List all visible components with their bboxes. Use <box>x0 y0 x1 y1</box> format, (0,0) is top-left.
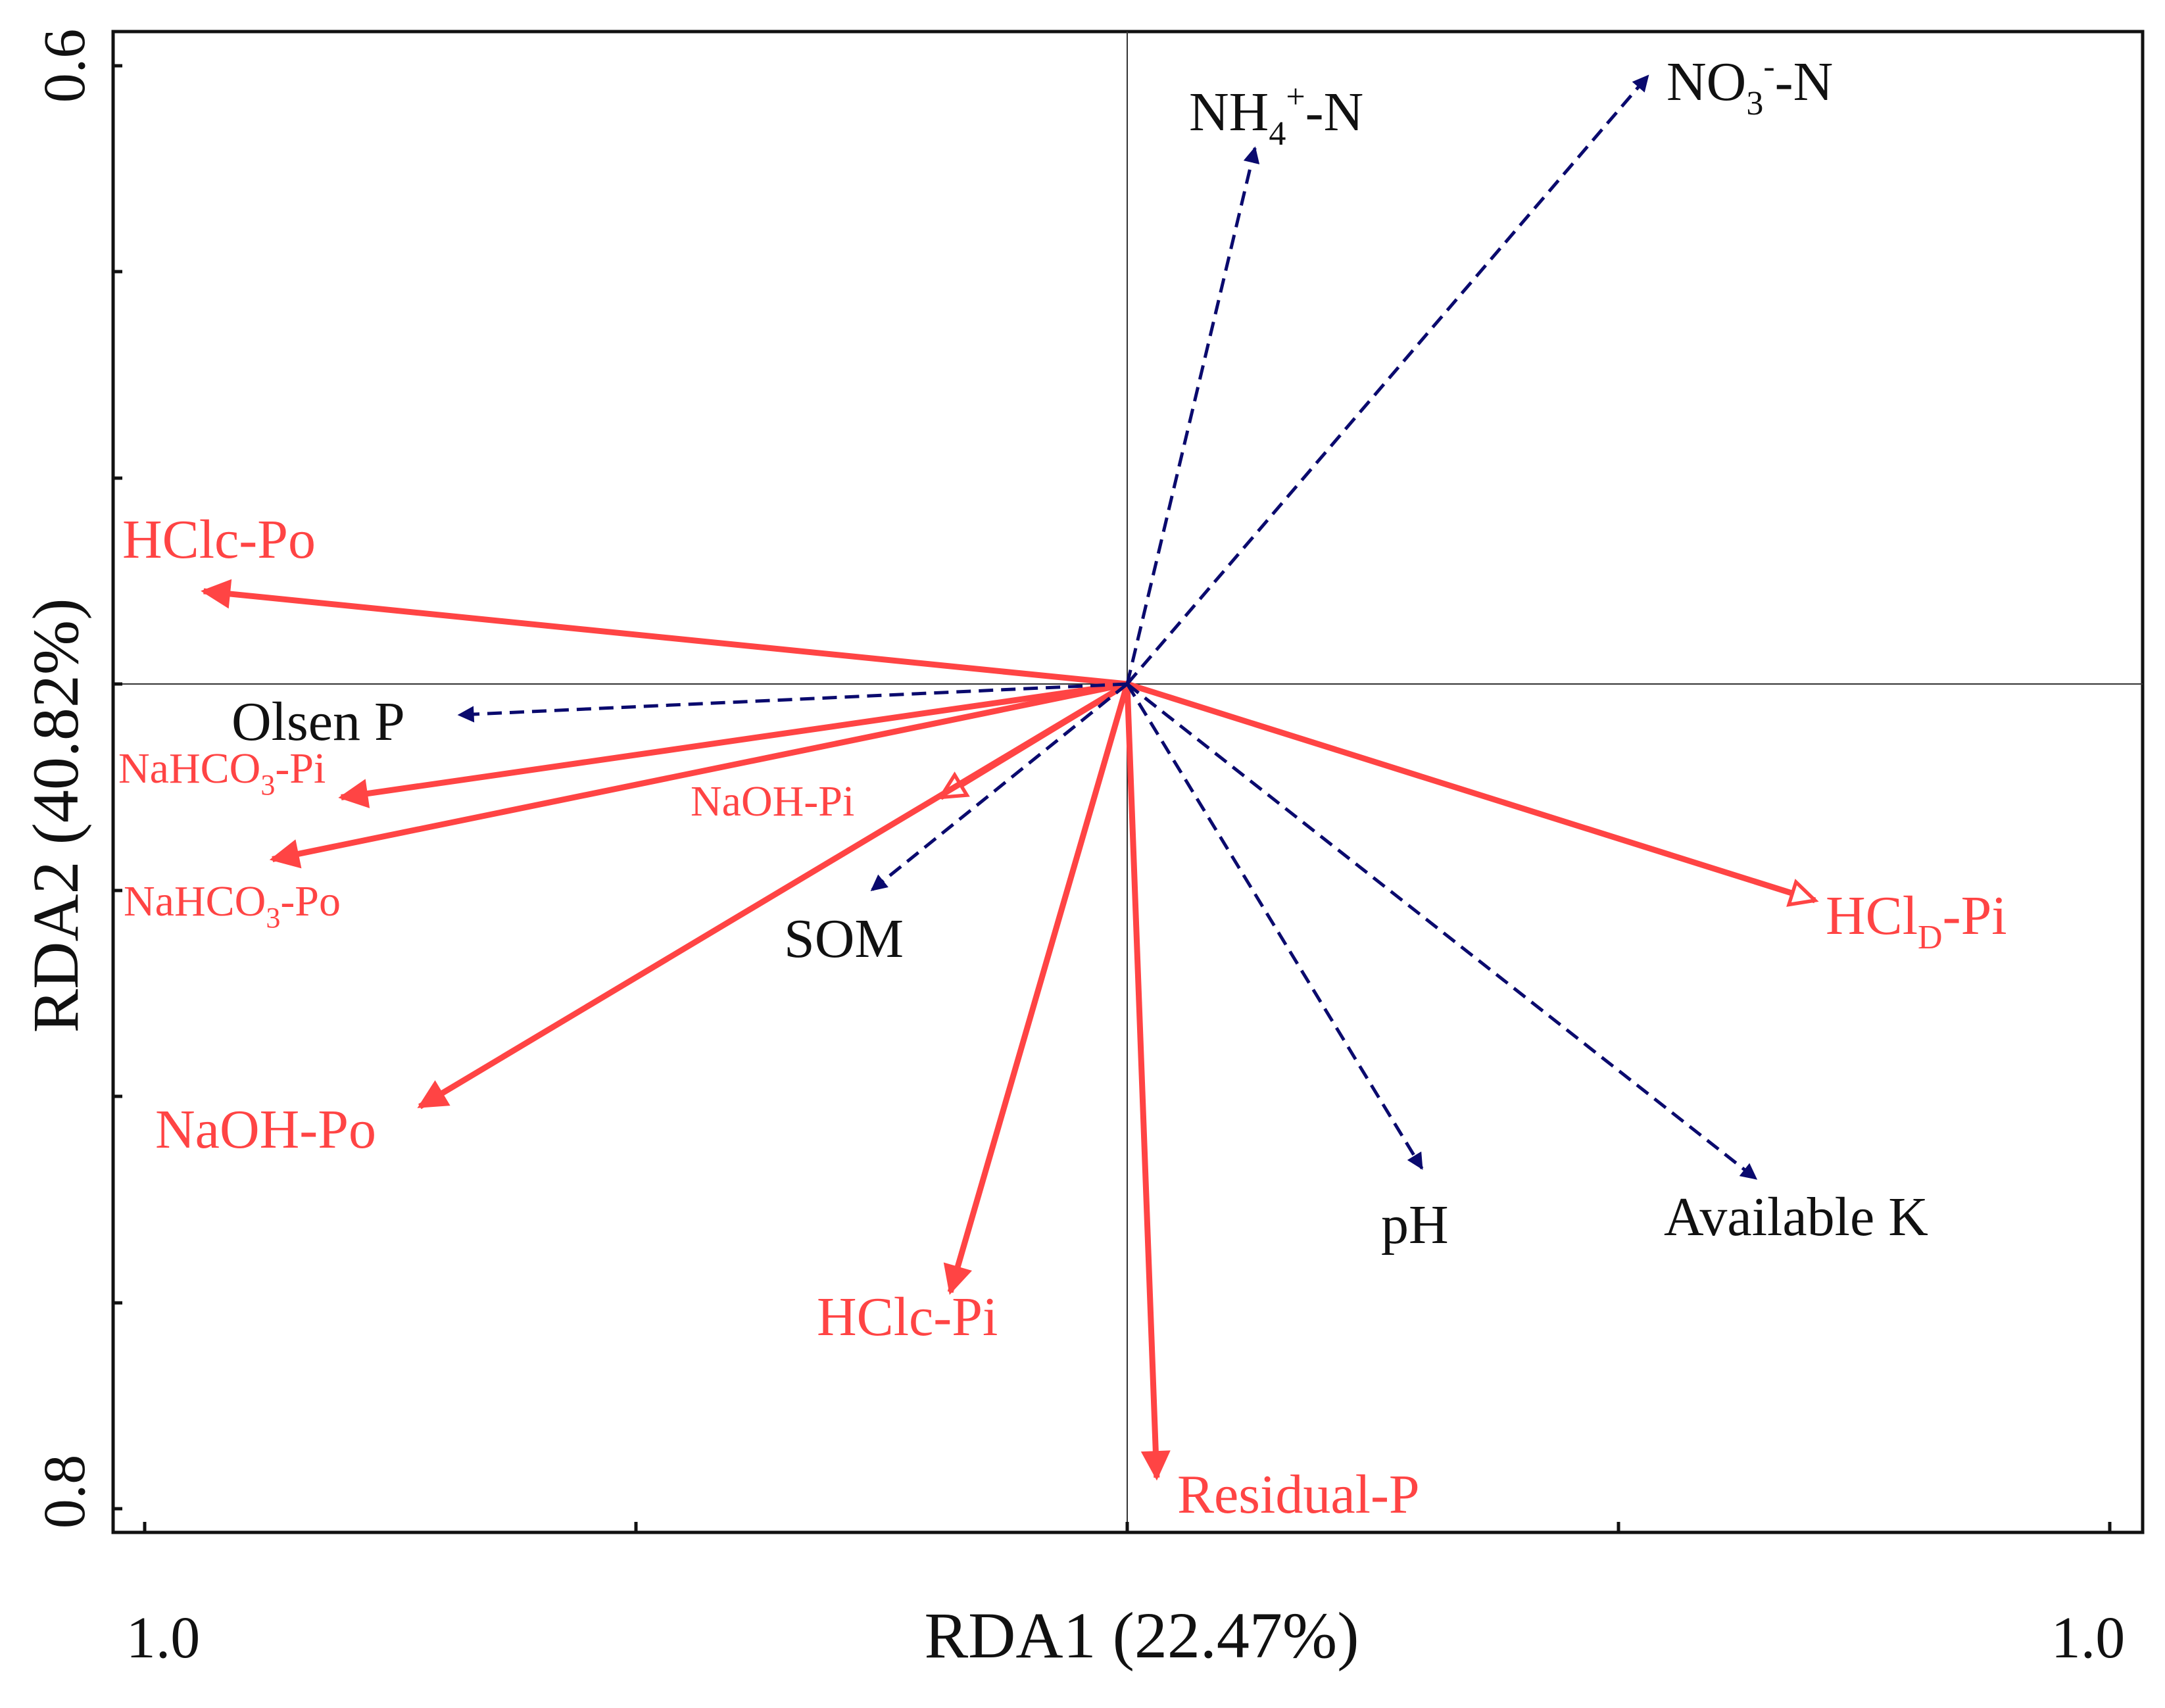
label-nh4-main: NH <box>1189 82 1269 143</box>
explanatory-vectors <box>457 74 1758 1181</box>
label-naoh-pi: NaOH-Pi <box>691 777 854 825</box>
label-hcld-pi-sub: D <box>1918 919 1943 956</box>
vector-hcld <box>1126 681 1819 907</box>
label-no3-sup: - <box>1763 48 1774 85</box>
vector-nahco3-pi <box>338 681 1128 808</box>
label-residual-p: Residual-P <box>1177 1464 1420 1525</box>
vector-residual-p <box>1124 683 1171 1481</box>
vector-ph <box>1125 683 1424 1170</box>
label-nh4-n: NH4+-N <box>1189 78 1363 153</box>
response-labels: HClc-Po NaHCO3-Pi NaHCO3-Po NaOH-Pi NaOH… <box>118 509 2007 1525</box>
response-vectors <box>201 579 1819 1481</box>
explanatory-labels: NH4+-N NO3--N Olsen P SOM pH Available K <box>231 48 1928 1256</box>
label-no3-main: NO <box>1666 51 1746 112</box>
label-nahco3-po-main: NaHCO <box>124 877 266 925</box>
x-axis-ticks <box>143 1522 2112 1532</box>
label-hclc-pi: HClc-Pi <box>817 1286 998 1348</box>
vector-available-k <box>1126 683 1758 1181</box>
label-nahco3-pi-tail: -Pi <box>275 744 326 793</box>
y-tick-label-bottom: 0.8 <box>32 1455 97 1529</box>
label-olsen-p: Olsen P <box>231 691 405 752</box>
label-nahco3-pi: NaHCO3-Pi <box>118 744 326 801</box>
x-tick-label-left: 1.0 <box>126 1605 201 1671</box>
x-tick-label-right: 1.0 <box>2051 1605 2126 1671</box>
label-hcld-pi: HClD-Pi <box>1826 885 2007 956</box>
vector-no3-n <box>1126 74 1649 685</box>
label-no3-tail: -N <box>1775 51 1834 112</box>
y-axis-title: RDA2 (40.82%) <box>19 598 92 1033</box>
label-hcld-pi-main: HCl <box>1826 885 1918 946</box>
x-axis-title: RDA1 (22.47%) <box>924 1599 1359 1672</box>
vector-hclc-po <box>201 579 1128 687</box>
label-nahco3-po-sub: 3 <box>266 902 280 934</box>
label-nahco3-pi-main: NaHCO <box>118 744 260 793</box>
label-no3-n: NO3--N <box>1666 48 1833 122</box>
label-hclc-po: HClc-Po <box>122 509 316 570</box>
label-available-k: Available K <box>1664 1186 1928 1248</box>
label-som: SOM <box>784 908 904 969</box>
label-hcld-pi-tail: -Pi <box>1943 885 2007 946</box>
label-naoh-po: NaOH-Po <box>155 1099 376 1160</box>
vector-som <box>870 683 1129 892</box>
vector-nahco3-po <box>269 681 1128 869</box>
label-nahco3-pi-sub: 3 <box>260 769 275 801</box>
label-no3-sub: 3 <box>1746 85 1763 122</box>
y-tick-label-top: 0.6 <box>32 29 97 103</box>
vector-hclc-pi <box>943 683 1131 1295</box>
vector-nh4-n <box>1125 146 1260 685</box>
label-nahco3-po: NaHCO3-Po <box>124 877 341 934</box>
y-axis-ticks <box>113 64 122 1511</box>
label-nahco3-po-tail: -Po <box>280 877 341 925</box>
label-nh4-sup: + <box>1286 78 1305 116</box>
label-nh4-tail: -N <box>1305 82 1364 143</box>
vector-naoh-po <box>417 681 1129 1110</box>
label-ph: pH <box>1381 1194 1449 1256</box>
label-nh4-sub: 4 <box>1269 115 1286 153</box>
